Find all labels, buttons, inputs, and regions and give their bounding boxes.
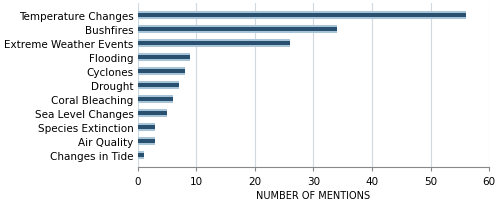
Bar (138, 26, 337, 34)
Bar (138, 81, 178, 90)
Bar (138, 112, 167, 115)
Bar (138, 98, 173, 101)
Bar (138, 14, 466, 18)
Bar (138, 56, 190, 59)
Bar (138, 53, 190, 62)
Bar (138, 39, 290, 48)
Bar (138, 67, 184, 76)
Bar (138, 153, 143, 157)
Bar (138, 137, 156, 145)
Bar (138, 84, 178, 87)
Bar (138, 70, 184, 73)
Bar (138, 12, 466, 20)
Bar (138, 28, 337, 31)
Bar (138, 109, 167, 118)
Bar (138, 140, 156, 143)
Bar (138, 126, 156, 129)
Bar (138, 151, 143, 160)
X-axis label: NUMBER OF MENTIONS: NUMBER OF MENTIONS (256, 190, 370, 200)
Bar (138, 95, 173, 104)
Bar (138, 42, 290, 45)
Bar (138, 123, 156, 132)
